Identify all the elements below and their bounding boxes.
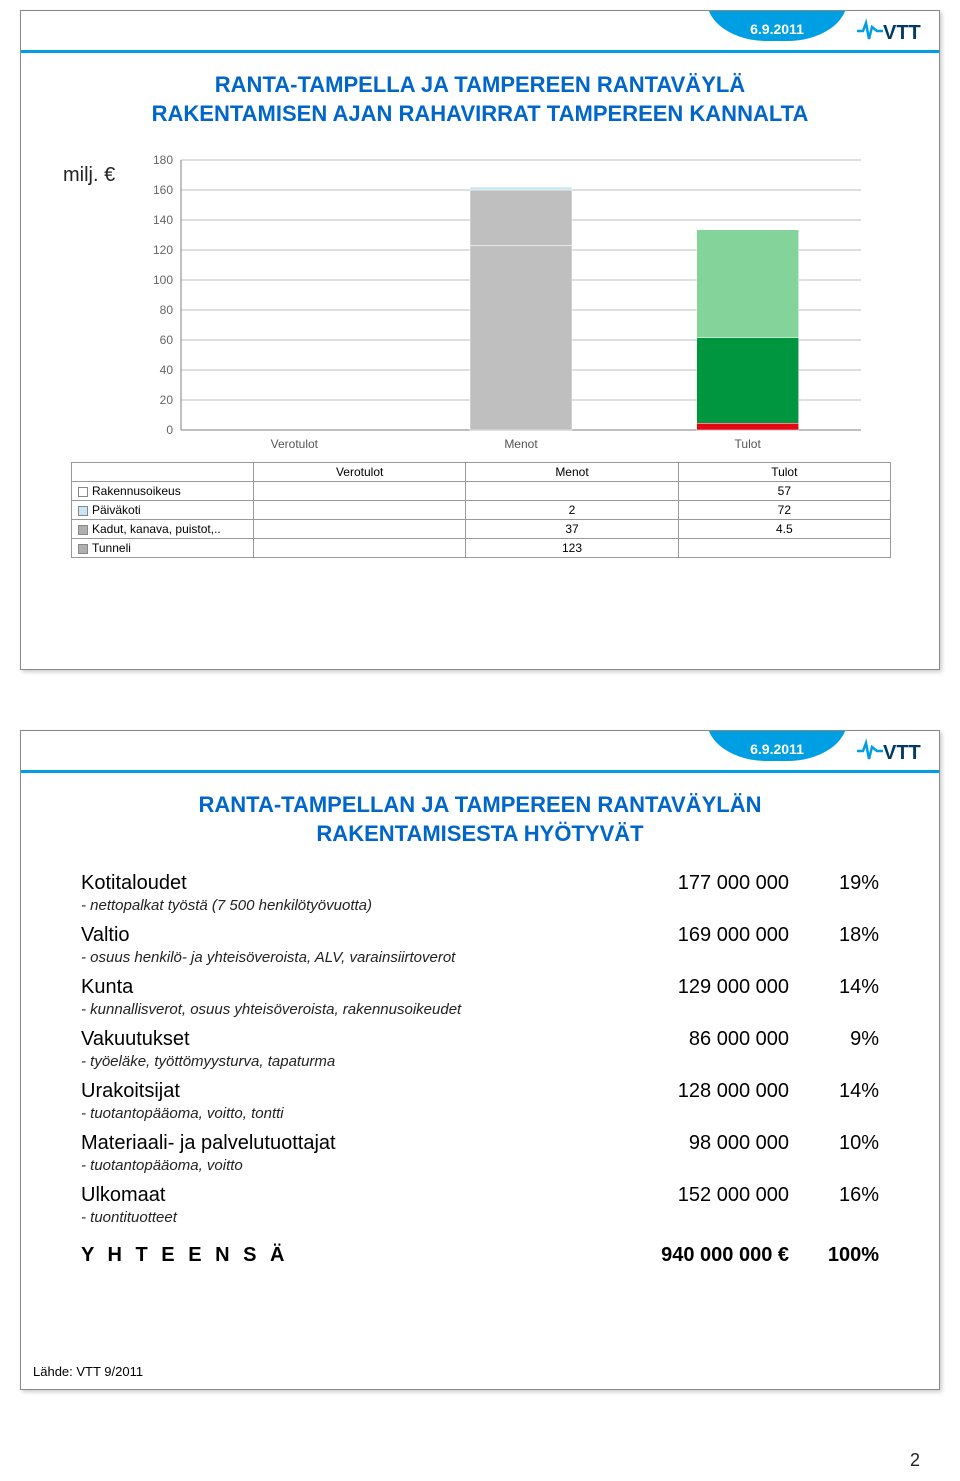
svg-text:160: 160 <box>153 183 173 197</box>
date-bubble: 6.9.2011 <box>707 730 847 761</box>
svg-text:40: 40 <box>160 363 174 377</box>
benefit-note: - osuus henkilö- ja yhteisöveroista, ALV… <box>81 949 879 966</box>
total-label: Y H T E E N S Ä <box>81 1244 609 1267</box>
total-percent: 100% <box>789 1244 879 1267</box>
benefit-row: Kotitaloudet 177 000 000 19% <box>81 872 879 895</box>
slide-1: 6.9.2011 VTT RANTA-TAMPELLA JA TAMPEREEN… <box>20 10 940 670</box>
header-date: 6.9.2011 <box>750 21 804 37</box>
title-line-1: RANTA-TAMPELLAN JA TAMPEREEN RANTAVÄYLÄN <box>21 791 939 820</box>
benefit-row: Materiaali- ja palvelutuottajat 98 000 0… <box>81 1132 879 1155</box>
benefit-note: - tuotantopääoma, voitto, tontti <box>81 1105 879 1122</box>
bar-segment <box>697 230 799 338</box>
y-axis-label: milj. € <box>63 164 115 187</box>
svg-text:100: 100 <box>153 273 173 287</box>
total-row: Y H T E E N S Ä 940 000 000 € 100% <box>81 1244 879 1267</box>
slide-header: 6.9.2011 VTT <box>21 11 939 53</box>
title-line-2: RAKENTAMISEN AJAN RAHAVIRRAT TAMPEREEN K… <box>21 100 939 129</box>
chart-wrap: 0 20 40 60 80 100 120 140 160 180 Verotulot Menot Tu… <box>131 150 889 460</box>
svg-text:Menot: Menot <box>504 437 538 451</box>
benefit-note: - tuotantopääoma, voitto <box>81 1157 879 1174</box>
beneficiary-list: Kotitaloudet 177 000 000 19% - nettopalk… <box>81 872 879 1267</box>
svg-text:60: 60 <box>160 333 174 347</box>
bar-segment <box>697 423 799 430</box>
benefit-row: Vakuutukset 86 000 000 9% <box>81 1028 879 1051</box>
bar-segment <box>470 187 572 190</box>
benefit-label: Kunta <box>81 976 609 999</box>
benefit-label: Kotitaloudet <box>81 872 609 895</box>
svg-text:140: 140 <box>153 213 173 227</box>
svg-text:20: 20 <box>160 393 174 407</box>
benefit-percent: 14% <box>789 1080 879 1103</box>
chart-area: milj. € 020406080100120140160180Verotulo… <box>71 150 889 460</box>
chart-data-table: VerotulotMenotTulotRakennusoikeus57Päivä… <box>71 462 891 558</box>
svg-text:Tulot: Tulot <box>735 437 762 451</box>
benefit-value: 86 000 000 <box>609 1028 789 1051</box>
benefit-value: 169 000 000 <box>609 924 789 947</box>
benefit-row: Urakoitsijat 128 000 000 14% <box>81 1080 879 1103</box>
benefit-percent: 18% <box>789 924 879 947</box>
slide-title: RANTA-TAMPELLA JA TAMPEREEN RANTAVÄYLÄ R… <box>21 71 939 128</box>
benefit-label: Ulkomaat <box>81 1184 609 1207</box>
date-bubble: 6.9.2011 <box>707 10 847 41</box>
benefit-note: - kunnallisverot, osuus yhteisöveroista,… <box>81 1001 879 1018</box>
svg-text:0: 0 <box>166 423 173 437</box>
total-value: 940 000 000 € <box>609 1244 789 1267</box>
benefit-value: 129 000 000 <box>609 976 789 999</box>
svg-text:120: 120 <box>153 243 173 257</box>
benefit-percent: 14% <box>789 976 879 999</box>
title-line-2: RAKENTAMISESTA HYÖTYVÄT <box>21 820 939 849</box>
benefit-note: - tuontituotteet <box>81 1209 879 1226</box>
benefit-value: 177 000 000 <box>609 872 789 895</box>
page-number: 2 <box>10 1450 920 1471</box>
benefit-note: - nettopalkat työstä (7 500 henkilötyövu… <box>81 897 879 914</box>
benefit-label: Vakuutukset <box>81 1028 609 1051</box>
benefit-row: Valtio 169 000 000 18% <box>81 924 879 947</box>
benefit-label: Urakoitsijat <box>81 1080 609 1103</box>
benefit-label: Valtio <box>81 924 609 947</box>
benefit-percent: 19% <box>789 872 879 895</box>
benefit-value: 98 000 000 <box>609 1132 789 1155</box>
bar-segment <box>470 190 572 246</box>
slide-2: 6.9.2011 VTT RANTA-TAMPELLAN JA TAMPEREE… <box>20 730 940 1390</box>
benefit-label: Materiaali- ja palvelutuottajat <box>81 1132 609 1155</box>
bar-segment <box>470 246 572 431</box>
svg-text:Verotulot: Verotulot <box>271 437 319 451</box>
vtt-logo: VTT <box>855 17 927 45</box>
benefit-row: Kunta 129 000 000 14% <box>81 976 879 999</box>
header-date: 6.9.2011 <box>750 741 804 757</box>
source-label: Lähde: VTT 9/2011 <box>33 1364 143 1379</box>
title-line-1: RANTA-TAMPELLA JA TAMPEREEN RANTAVÄYLÄ <box>21 71 939 100</box>
vtt-logo: VTT <box>855 737 927 765</box>
benefit-row: Ulkomaat 152 000 000 16% <box>81 1184 879 1207</box>
benefit-percent: 9% <box>789 1028 879 1051</box>
svg-text:80: 80 <box>160 303 174 317</box>
svg-text:VTT: VTT <box>883 742 921 764</box>
benefit-percent: 10% <box>789 1132 879 1155</box>
benefit-value: 128 000 000 <box>609 1080 789 1103</box>
stacked-bar-chart: 0 20 40 60 80 100 120 140 160 180 Verotulot Menot Tu… <box>131 150 871 460</box>
benefit-note: - työeläke, työttömyysturva, tapaturma <box>81 1053 879 1070</box>
benefit-percent: 16% <box>789 1184 879 1207</box>
slide-title: RANTA-TAMPELLAN JA TAMPEREEN RANTAVÄYLÄN… <box>21 791 939 848</box>
svg-text:180: 180 <box>153 153 173 167</box>
svg-text:VTT: VTT <box>883 22 921 44</box>
bar-segment <box>697 338 799 424</box>
benefit-value: 152 000 000 <box>609 1184 789 1207</box>
slide-header: 6.9.2011 VTT <box>21 731 939 773</box>
